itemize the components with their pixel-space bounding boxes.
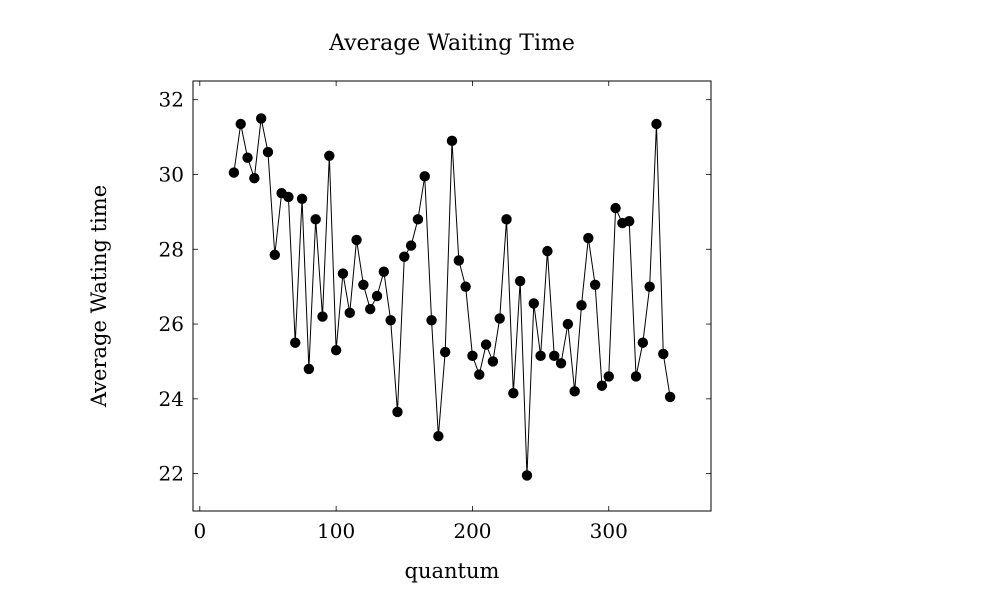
data-point [651, 118, 662, 130]
data-point [528, 298, 539, 309]
data-point [664, 391, 676, 403]
data-point [542, 245, 553, 257]
data-point [535, 350, 546, 362]
y-tick-label: 22 [159, 462, 184, 486]
data-point [324, 150, 335, 161]
data-point [337, 268, 349, 279]
data-point [521, 470, 533, 481]
y-tick-label: 28 [159, 237, 184, 261]
data-point [269, 249, 280, 261]
data-point [296, 193, 308, 204]
x-tick-label: 0 [193, 519, 206, 543]
data-point [501, 214, 512, 225]
data-point [562, 318, 574, 330]
data-point [399, 251, 410, 262]
data-point [630, 371, 642, 382]
data-point [344, 307, 355, 319]
data-point [487, 356, 499, 367]
data-point [569, 386, 580, 397]
y-tick-label: 24 [159, 387, 184, 411]
data-point [283, 191, 294, 203]
x-tick-label: 300 [590, 519, 628, 543]
data-point [378, 266, 390, 277]
data-point [249, 173, 260, 184]
data-point [255, 113, 267, 124]
data-point [433, 431, 444, 442]
data-point [317, 311, 328, 322]
data-point [385, 315, 396, 326]
data-point [371, 290, 383, 302]
data-point [637, 337, 649, 348]
y-axis-label: Average Wating time [87, 185, 111, 408]
y-tick-label: 30 [159, 162, 184, 186]
data-point [549, 350, 560, 362]
data-point [576, 300, 587, 311]
data-point [439, 346, 451, 358]
data-point [242, 152, 253, 163]
data-point [358, 279, 369, 290]
data-point [426, 315, 437, 326]
data-point [351, 234, 362, 246]
data-point [658, 348, 669, 360]
data-point [480, 339, 492, 350]
data-point [644, 281, 655, 292]
chart-title: Average Waiting Time [328, 31, 575, 56]
plot-frame [192, 80, 712, 512]
axis-ticks: 0 100 200 300 22 24 26 28 30 32 [159, 81, 711, 543]
data-point [508, 388, 519, 399]
data-point [290, 337, 301, 348]
x-tick-label: 100 [317, 519, 355, 543]
data-point [330, 345, 342, 356]
series-group [228, 113, 676, 481]
data-point [555, 358, 567, 369]
data-point [494, 313, 505, 324]
y-tick-label: 26 [159, 312, 184, 336]
data-point [365, 303, 376, 315]
data-point [228, 167, 240, 178]
data-point [467, 350, 478, 362]
data-point [310, 214, 321, 225]
series-line [233, 118, 671, 476]
data-point [412, 214, 424, 225]
data-point [235, 118, 246, 130]
data-point [392, 406, 403, 418]
data-point [583, 232, 594, 244]
data-point [589, 279, 601, 290]
data-point [453, 255, 465, 266]
data-point [624, 216, 635, 227]
data-point [405, 240, 417, 251]
x-tick-label: 200 [453, 519, 491, 543]
data-point [303, 363, 315, 375]
data-point [262, 146, 274, 158]
data-point [514, 275, 526, 287]
data-point [603, 371, 614, 382]
y-tick-label: 32 [159, 88, 184, 112]
data-point [596, 380, 608, 391]
data-point [446, 135, 458, 147]
data-point [610, 202, 621, 214]
data-point [419, 171, 430, 182]
x-axis-label: quantum [405, 559, 500, 583]
data-point [460, 281, 471, 292]
plot-area [192, 80, 712, 512]
data-point [474, 369, 485, 380]
